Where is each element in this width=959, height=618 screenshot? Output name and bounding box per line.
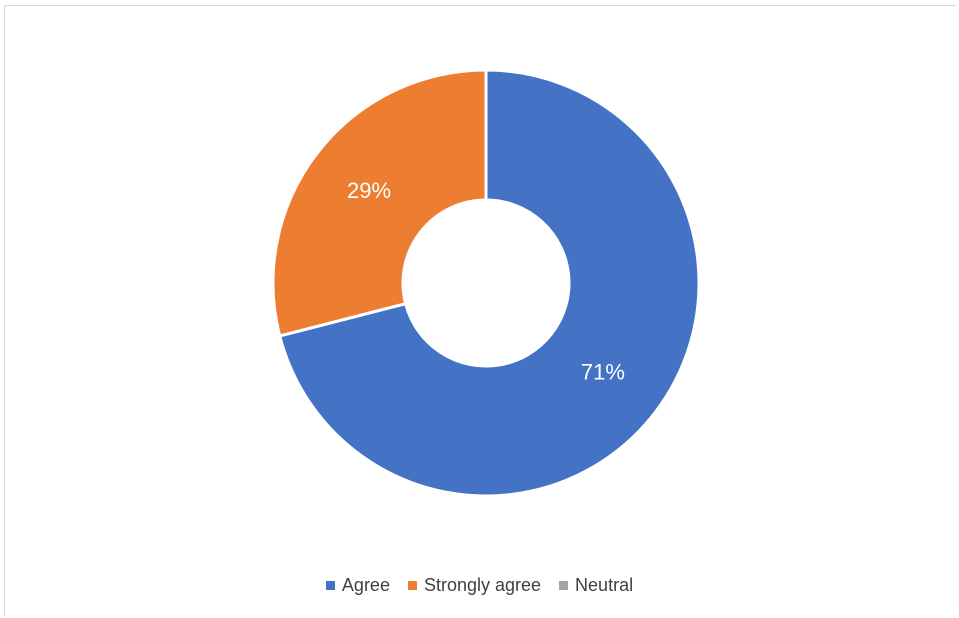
legend-label-neutral: Neutral [575,574,634,595]
slices-group [271,68,701,498]
legend-swatch-agree [325,580,335,590]
data-label-agree: 71% [581,360,625,385]
legend-item-strongly-agree: Strongly agree [407,574,542,596]
legend-item-neutral: Neutral [559,575,633,596]
data-label-strongly-agree: 29% [347,178,391,203]
slice-strongly-agree [271,68,488,338]
legend-item-agree: Agree [325,574,390,596]
legend-swatch-neutral [559,580,569,590]
legend-label-agree: Agree [341,574,390,595]
slice-agree [277,68,701,498]
legend-label-strongly-agree: Strongly agree [423,574,542,595]
data-labels-group: 71% 29% [347,178,625,384]
legend-swatch-strongly-agree [407,580,417,590]
legend: Agree Strongly agree Neutral [0,572,959,598]
